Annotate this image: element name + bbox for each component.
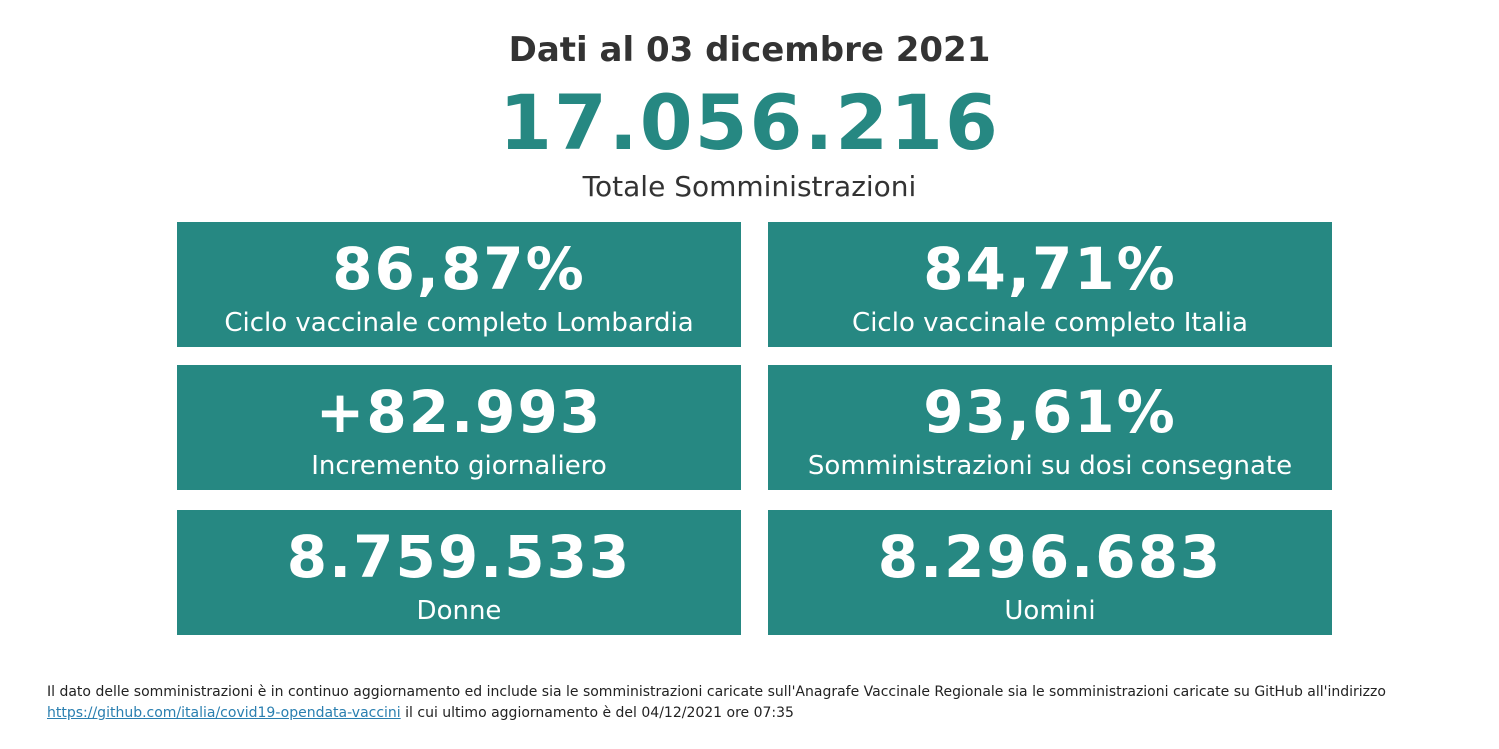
card-complete-cycle-italia: 84,71% Ciclo vaccinale completo Italia [768, 222, 1332, 347]
card-women: 8.759.533 Donne [177, 510, 741, 635]
card-label: Ciclo vaccinale completo Lombardia [224, 308, 694, 338]
report-date: Dati al 03 dicembre 2021 [508, 30, 991, 70]
total-administrations-value: 17.056.216 [499, 78, 1000, 167]
card-label: Donne [416, 596, 502, 626]
github-link[interactable]: https://github.com/italia/covid19-openda… [47, 705, 401, 721]
card-label: Somministrazioni su dosi consegnate [807, 451, 1293, 481]
footer-text-after: il cui ultimo aggiornamento è del 04/12/… [400, 705, 794, 721]
card-label: Incremento giornaliero [311, 451, 607, 481]
card-label: Uomini [1004, 596, 1096, 626]
card-value: +82.993 [315, 378, 603, 446]
card-daily-increase: +82.993 Incremento giornaliero [177, 365, 741, 490]
card-value: 8.296.683 [877, 523, 1223, 591]
card-value: 84,71% [923, 235, 1177, 303]
card-administrations-over-doses: 93,61% Somministrazioni su dosi consegna… [768, 365, 1332, 490]
total-administrations-label: Totale Somministrazioni [582, 170, 917, 203]
card-value: 86,87% [332, 235, 586, 303]
card-value: 93,61% [923, 378, 1177, 446]
card-complete-cycle-lombardia: 86,87% Ciclo vaccinale completo Lombardi… [177, 222, 741, 347]
card-label: Ciclo vaccinale completo Italia [852, 308, 1248, 338]
footer-note: Il dato delle somministrazioni è in cont… [47, 682, 1487, 724]
card-men: 8.296.683 Uomini [768, 510, 1332, 635]
card-value: 8.759.533 [286, 523, 632, 591]
footer-text-before: Il dato delle somministrazioni è in cont… [47, 684, 1386, 700]
